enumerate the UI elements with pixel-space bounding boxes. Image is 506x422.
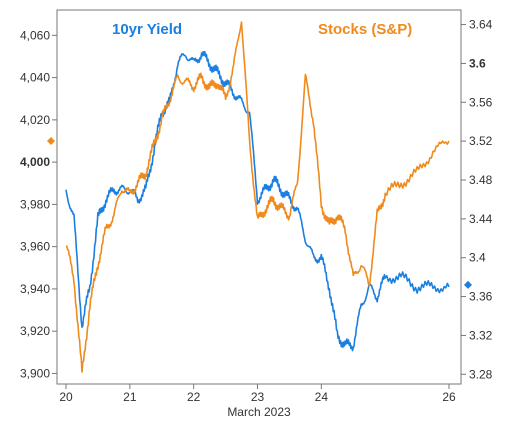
right-axis-marker xyxy=(464,280,472,289)
legend-label-stocks: Stocks (S&P) xyxy=(318,21,412,38)
right-tick-label: 3.44 xyxy=(469,212,493,226)
right-tick-label: 3.64 xyxy=(469,18,493,32)
left-tick-label: 3,900 xyxy=(20,366,50,380)
series-line-yield xyxy=(65,50,450,352)
left-tick-label: 4,040 xyxy=(20,71,50,85)
left-axis-marker xyxy=(47,137,55,146)
right-tick-label: 3.32 xyxy=(469,328,493,342)
x-tick-label: 21 xyxy=(123,390,137,404)
left-tick-label: 3,940 xyxy=(20,282,50,296)
x-tick-label: 24 xyxy=(315,390,329,404)
x-tick-label: 23 xyxy=(251,390,265,404)
left-tick-label: 3,960 xyxy=(20,240,50,254)
x-tick-label: 20 xyxy=(59,390,73,404)
right-tick-label: 3.52 xyxy=(469,134,493,148)
left-tick-label: 4,000 xyxy=(20,155,50,169)
left-tick-label: 4,020 xyxy=(20,113,50,127)
left-tick-label: 3,980 xyxy=(20,197,50,211)
right-tick-label: 3.6 xyxy=(469,56,486,70)
x-axis-label: March 2023 xyxy=(227,405,291,419)
right-tick-label: 3.56 xyxy=(469,95,493,109)
left-tick-label: 3,920 xyxy=(20,324,50,338)
series-line-stocks xyxy=(65,21,450,373)
right-tick-label: 3.48 xyxy=(469,173,493,187)
right-tick-label: 3.36 xyxy=(469,290,493,304)
right-tick-label: 3.4 xyxy=(469,251,486,265)
legend-label-yield: 10yr Yield xyxy=(112,21,182,38)
x-tick-label: 22 xyxy=(187,390,201,404)
left-tick-label: 4,060 xyxy=(20,28,50,42)
plot-frame xyxy=(56,9,462,385)
right-tick-label: 3.28 xyxy=(469,367,493,381)
x-tick-label: 26 xyxy=(442,390,456,404)
